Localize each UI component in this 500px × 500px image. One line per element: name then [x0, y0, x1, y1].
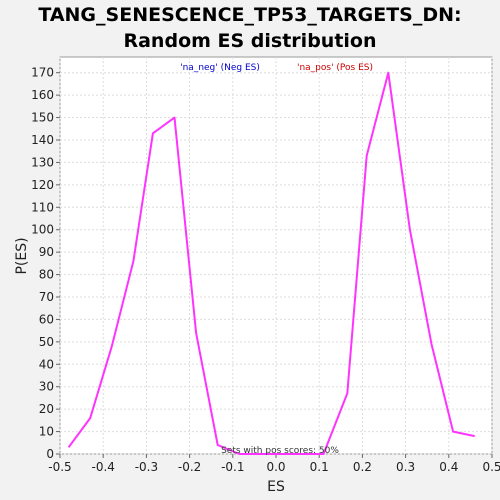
chart-title: TANG_SENESCENCE_TP53_TARGETS_DN: Random … — [0, 2, 500, 54]
x-tick-label: 0.3 — [396, 460, 415, 474]
x-tick-label: -0.1 — [221, 460, 244, 474]
y-tick-label: 60 — [39, 312, 54, 326]
y-axis-label: P(ES) — [14, 237, 30, 274]
y-tick-label: 0 — [46, 447, 54, 461]
x-axis-ticks: -0.5 -0.4 -0.3 -0.2 -0.1 0.0 0.1 0.2 0.3 0.4 0.5 — [48, 454, 500, 474]
x-tick-label: 0.4 — [439, 460, 458, 474]
x-axis-label: ES — [267, 479, 285, 495]
y-tick-label: 10 — [39, 425, 54, 439]
y-tick-label: 50 — [39, 335, 54, 349]
plot-area — [59, 56, 493, 455]
y-tick-label: 20 — [39, 402, 54, 416]
annotation-pos-scores: Sets with pos scores: 50% — [221, 446, 339, 456]
y-tick-label: 30 — [39, 380, 54, 394]
chart-title-line1: TANG_SENESCENCE_TP53_TARGETS_DN: — [38, 4, 462, 26]
y-tick-label: 120 — [31, 178, 54, 192]
x-tick-label: 0.2 — [353, 460, 372, 474]
x-tick-label: 0.1 — [310, 460, 329, 474]
y-axis-ticks: 0 10 20 30 40 50 60 70 80 90 100 110 120 130 140 150 160… — [31, 66, 60, 461]
y-tick-label: 160 — [31, 88, 54, 102]
x-tick-label: -0.3 — [135, 460, 158, 474]
x-tick-label: 0.5 — [482, 460, 500, 474]
x-tick-label: 0.0 — [266, 460, 285, 474]
y-tick-label: 90 — [39, 245, 54, 259]
x-tick-label: -0.2 — [178, 460, 201, 474]
y-tick-label: 150 — [31, 111, 54, 125]
y-tick-label: 110 — [31, 200, 54, 214]
y-tick-label: 100 — [31, 223, 54, 237]
y-tick-label: 170 — [31, 66, 54, 80]
legend-item-neg: 'na_neg' (Neg ES) — [180, 63, 260, 73]
legend-item-pos: 'na_pos' (Pos ES) — [297, 63, 373, 73]
chart-title-line2: Random ES distribution — [123, 30, 377, 52]
x-tick-label: -0.5 — [48, 460, 71, 474]
y-tick-label: 40 — [39, 357, 54, 371]
y-tick-label: 130 — [31, 155, 54, 169]
y-tick-label: 80 — [39, 268, 54, 282]
y-tick-label: 70 — [39, 290, 54, 304]
grid-lines — [59, 57, 493, 455]
y-tick-label: 140 — [31, 133, 54, 147]
x-tick-label: -0.4 — [91, 460, 114, 474]
series-group — [67, 71, 475, 455]
series-line — [67, 71, 475, 455]
